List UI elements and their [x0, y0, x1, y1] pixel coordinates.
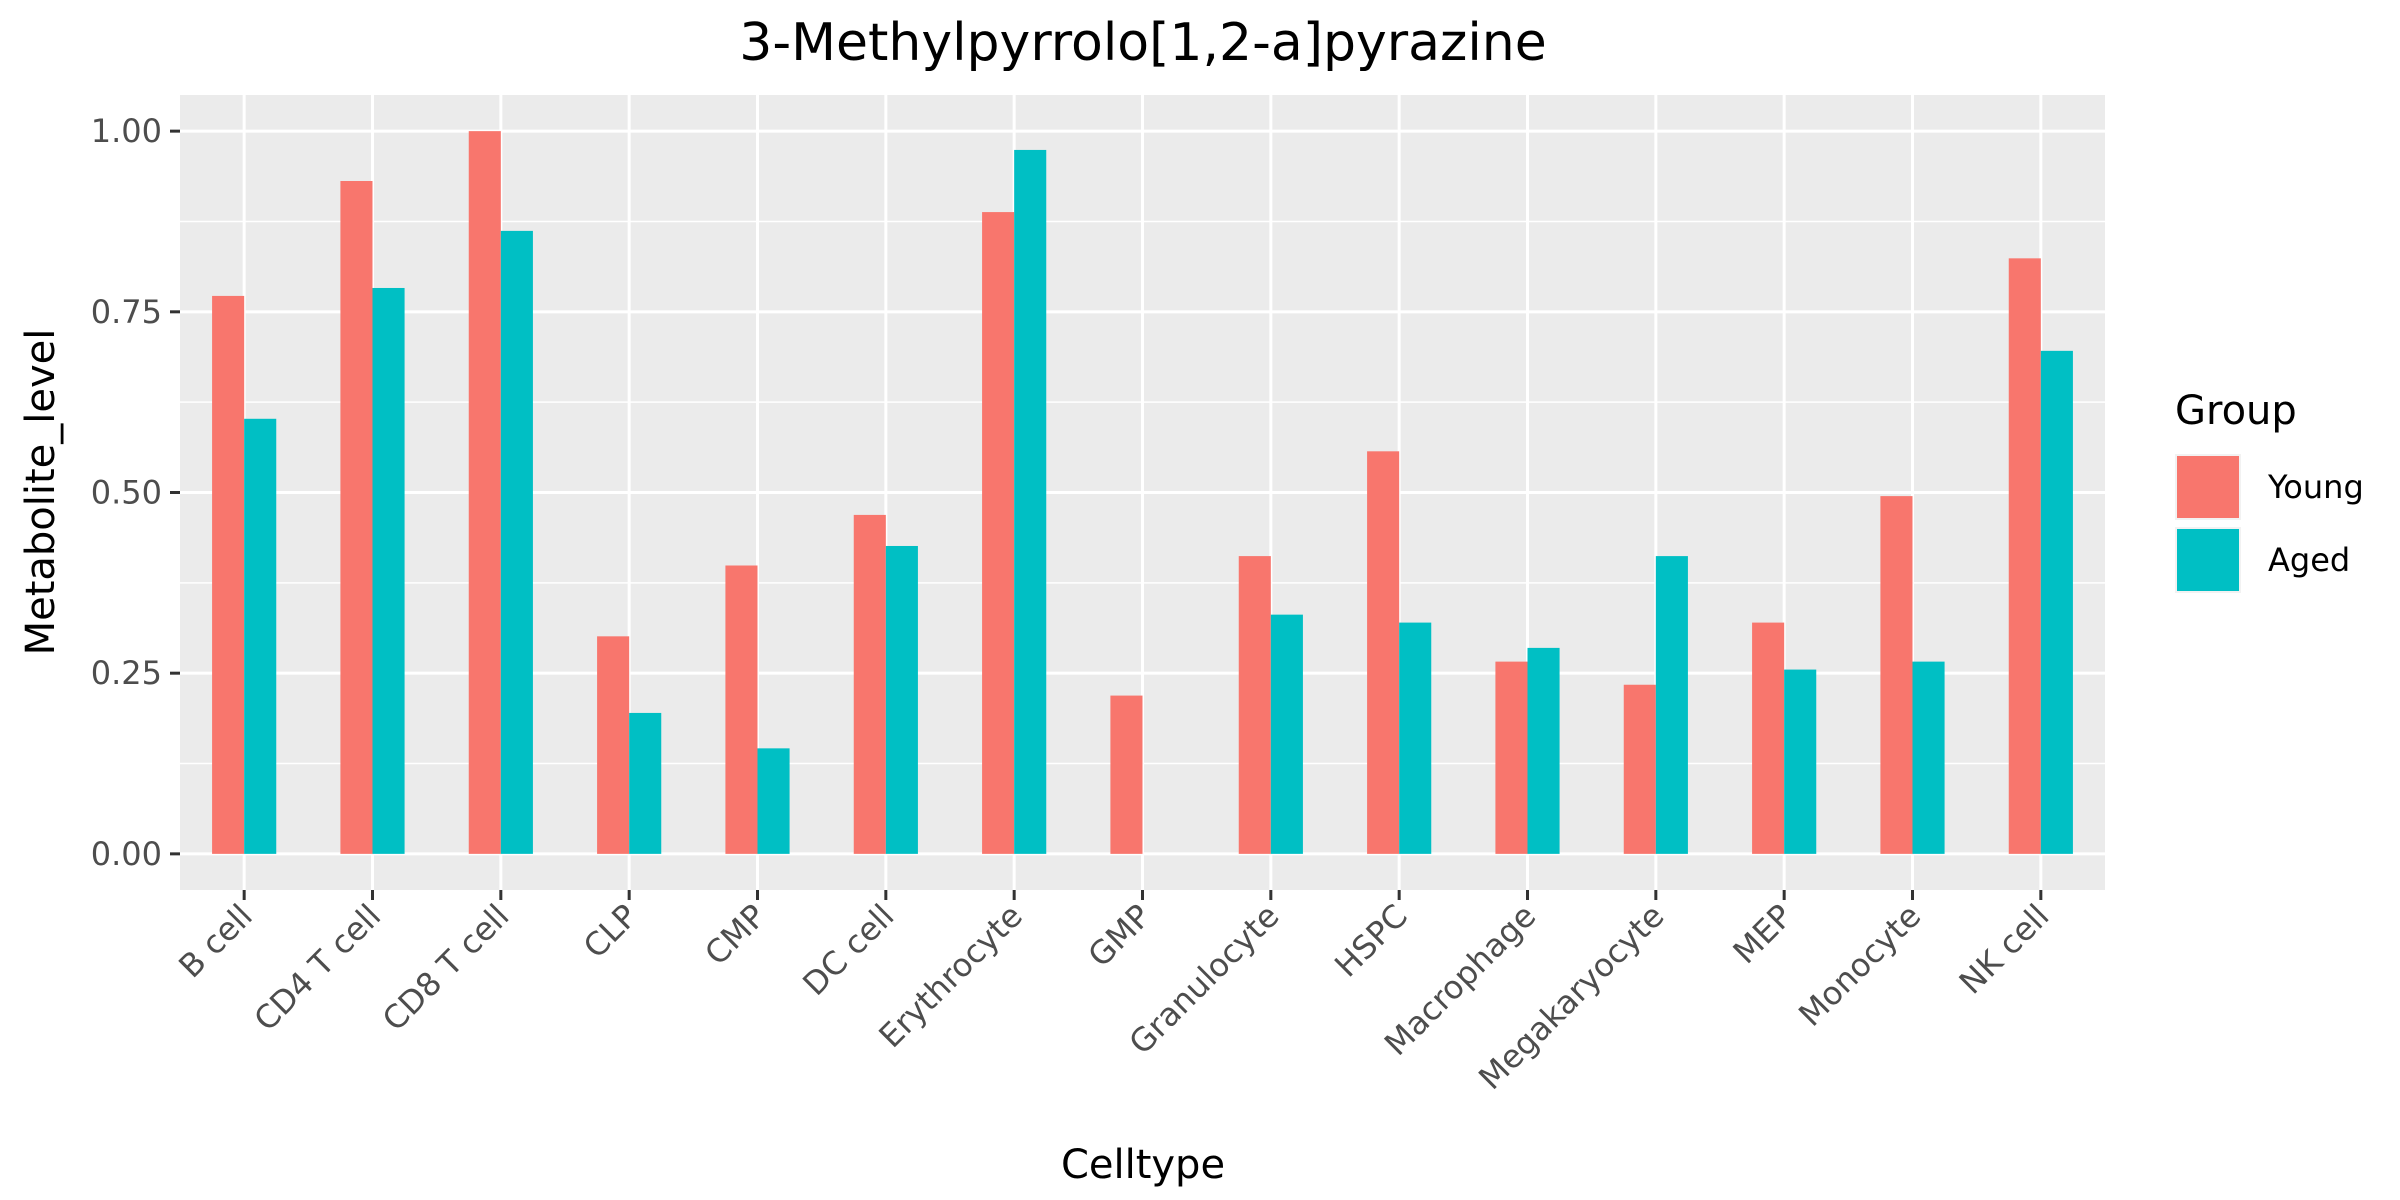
bar-young	[2008, 258, 2041, 854]
legend-title: Group	[2175, 388, 2297, 434]
bar-young	[1367, 451, 1400, 854]
y-tick-label: 0.75	[91, 293, 162, 331]
x-tick-label: CD4 T cell	[247, 897, 389, 1039]
bar-young	[1623, 684, 1656, 854]
bar-aged	[1784, 669, 1817, 854]
bar-aged	[1655, 556, 1688, 854]
x-tick-label: GMP	[1081, 897, 1159, 975]
bar-young	[597, 636, 630, 854]
bar-young	[1238, 556, 1271, 854]
bar-young	[468, 131, 501, 854]
bar-aged	[885, 545, 918, 854]
legend-label-aged: Aged	[2268, 541, 2350, 579]
legend-key-aged	[2177, 529, 2239, 591]
bar-young	[725, 565, 758, 854]
bar-young	[340, 181, 373, 854]
bar-aged	[1014, 149, 1047, 854]
x-tick-label: CD8 T cell	[375, 897, 517, 1039]
bar-young	[1752, 622, 1785, 854]
bar-aged	[1399, 622, 1432, 854]
bar-young	[1110, 695, 1143, 854]
bar-aged	[1912, 661, 1945, 854]
bar-aged	[244, 418, 277, 854]
bars	[212, 131, 2073, 854]
x-tick-label: B cell	[171, 897, 260, 986]
x-tick-label: CLP	[576, 897, 645, 966]
x-tick-label: NK cell	[1952, 897, 2057, 1002]
legend: Group Young Aged	[2175, 388, 2364, 593]
bar-aged	[1270, 614, 1303, 854]
bar-young	[982, 212, 1015, 854]
x-tick-label: HSPC	[1327, 897, 1415, 985]
bar-young	[853, 514, 886, 854]
bar-aged	[2040, 350, 2073, 854]
x-tick-label: DC cell	[795, 897, 901, 1003]
y-axis: 0.00 0.25 0.50 0.75 1.00	[91, 112, 180, 873]
chart-title: 3-Methylpyrrolo[1,2-a]pyrazine	[739, 13, 1546, 73]
x-tick-label: Monocyte	[1791, 897, 1928, 1034]
x-tick-label: CMP	[697, 897, 773, 973]
y-tick-label: 0.50	[91, 474, 162, 512]
bar-young	[1495, 661, 1528, 854]
legend-key-young	[2177, 456, 2239, 518]
y-axis-title: Metabolite_level	[18, 329, 64, 656]
y-tick-label: 0.25	[91, 654, 162, 692]
bar-aged	[757, 748, 790, 854]
y-tick-label: 1.00	[91, 112, 162, 150]
x-axis-title: Celltype	[1061, 1142, 1225, 1188]
bar-young	[212, 295, 245, 854]
x-tick-label: MEP	[1725, 897, 1799, 971]
bar-aged	[629, 712, 662, 854]
y-tick-label: 0.00	[91, 835, 162, 873]
bar-aged	[372, 287, 405, 854]
bar-young	[1880, 496, 1913, 854]
legend-label-young: Young	[2267, 468, 2364, 506]
bar-aged	[500, 230, 533, 854]
bar-aged	[1527, 647, 1560, 854]
